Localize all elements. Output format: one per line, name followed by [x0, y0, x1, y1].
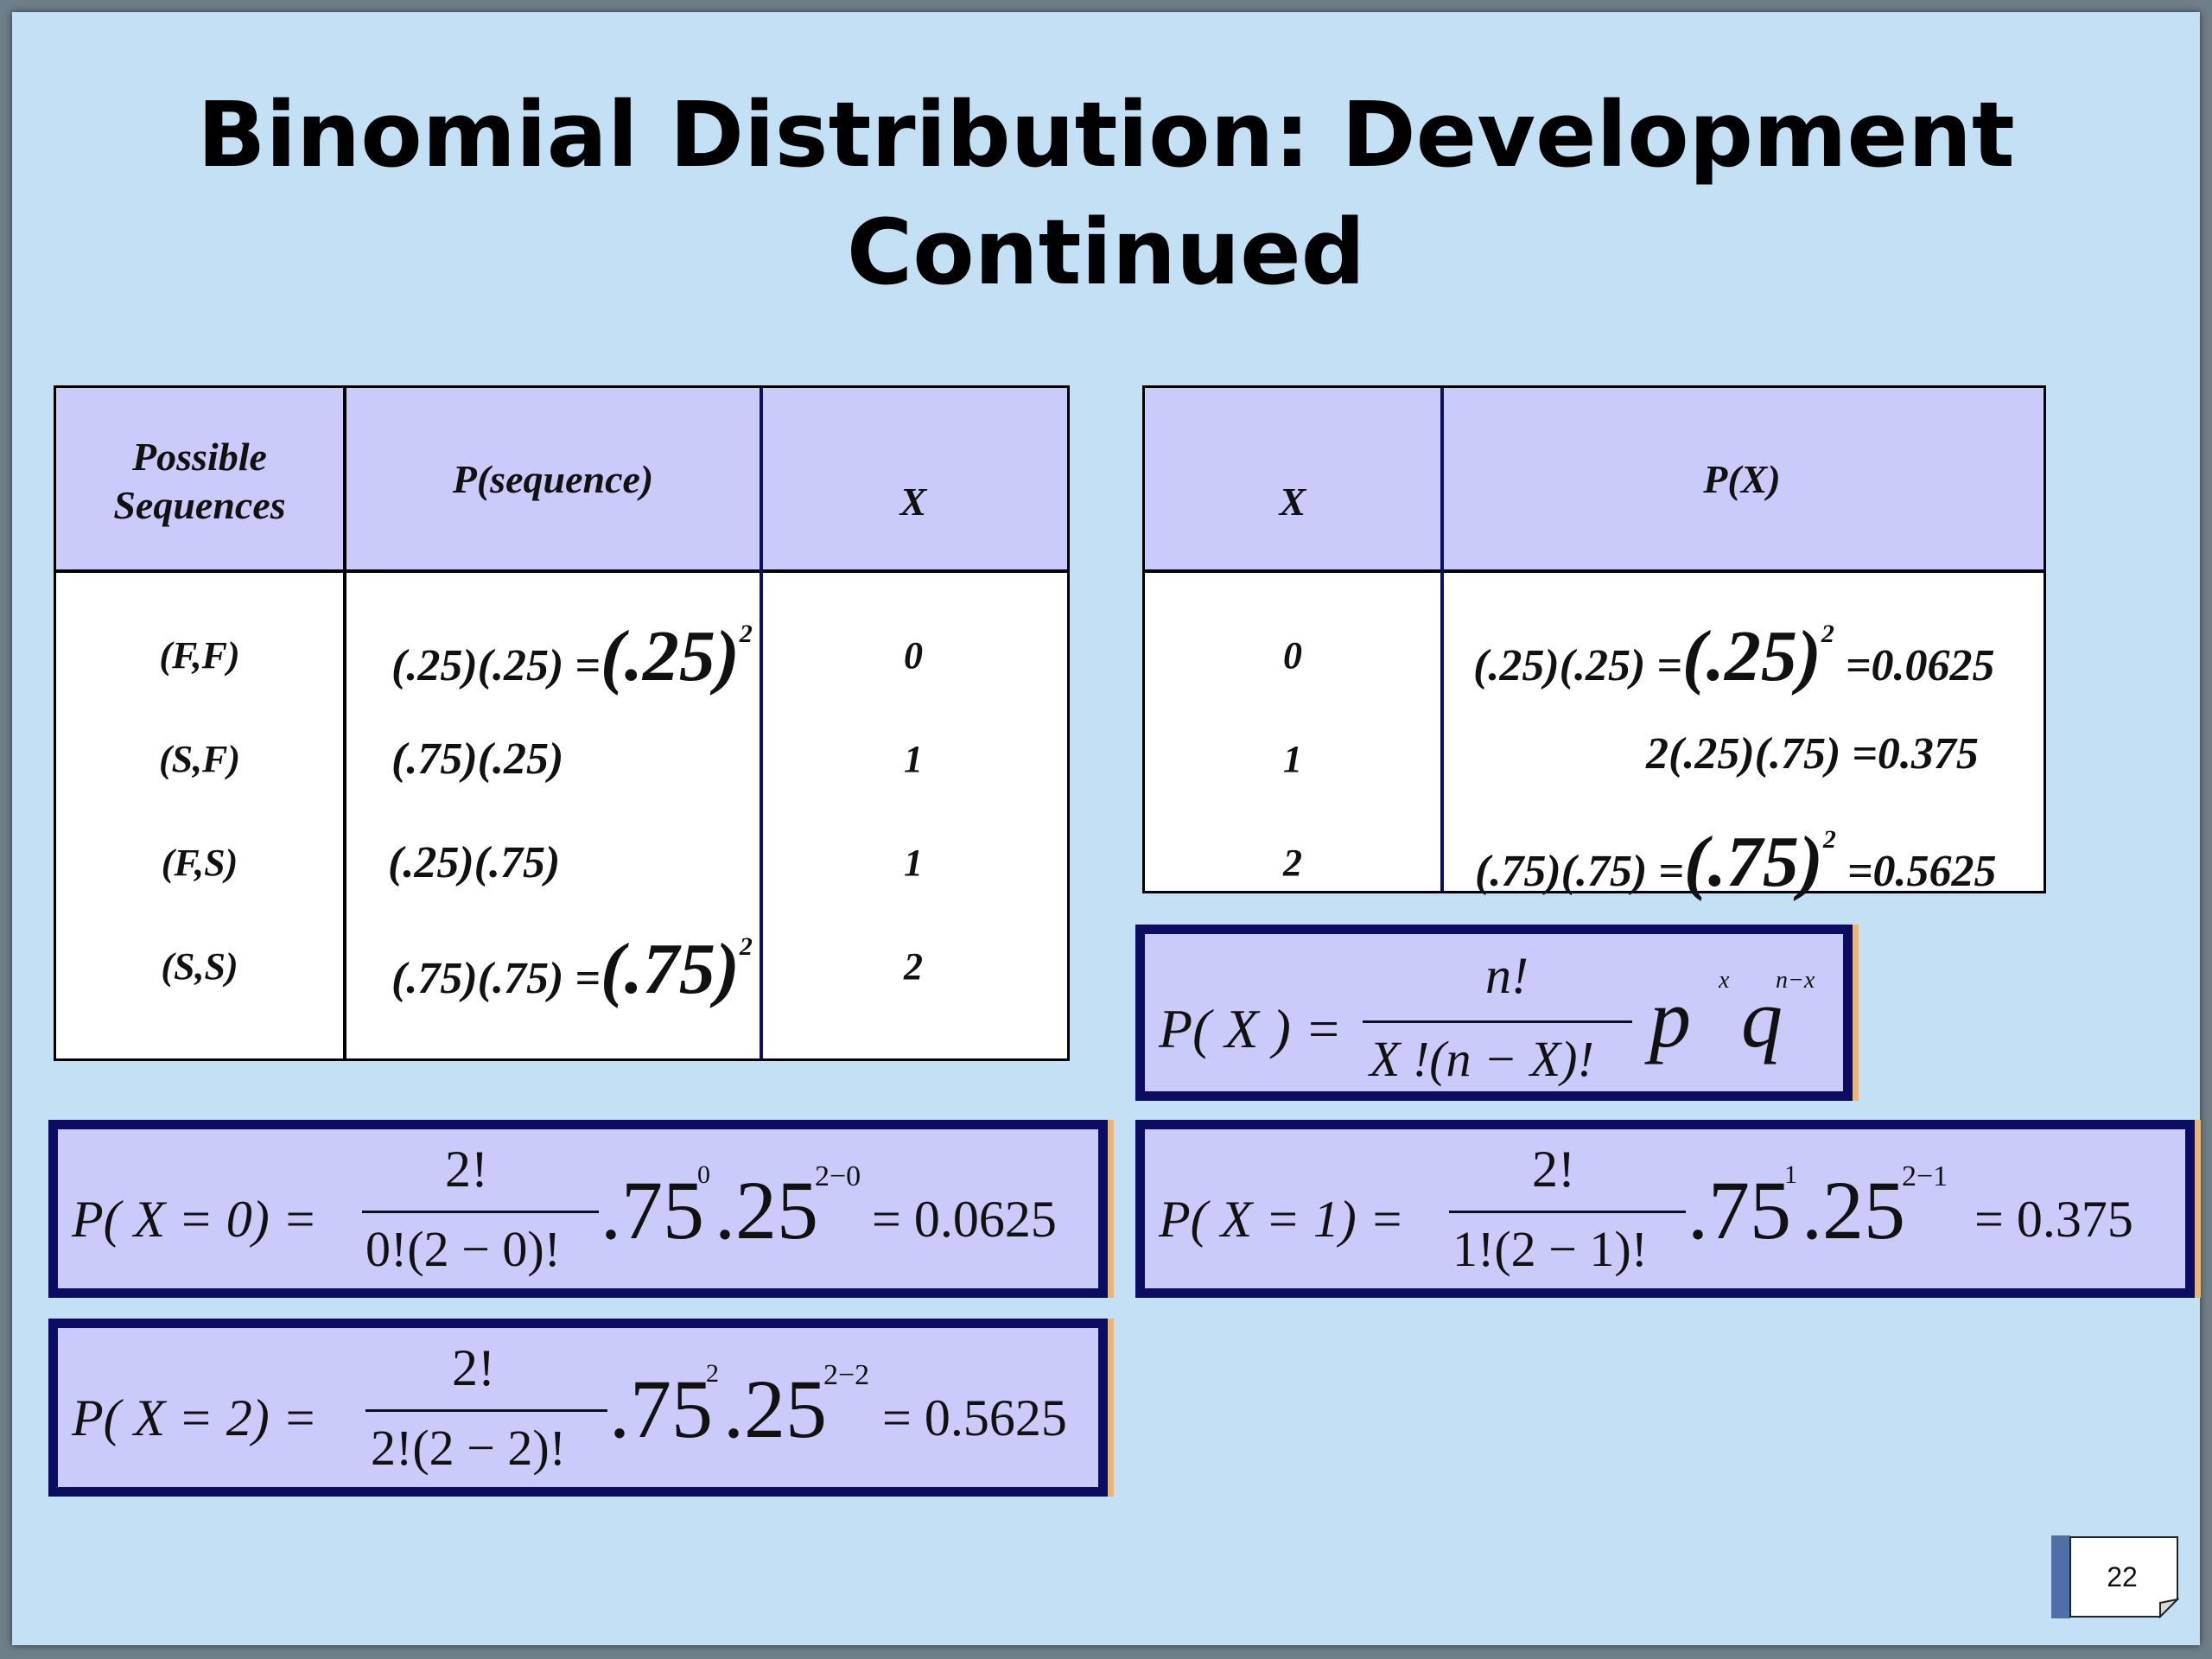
px-table-header: [1145, 388, 2044, 573]
formula-lhs: P( X = 0) =: [72, 1191, 318, 1248]
formula-q: q: [1741, 972, 1783, 1065]
fraction-bar: [1449, 1211, 1686, 1213]
formula-numerator: 2!: [445, 1141, 488, 1198]
formula-exponent: 2−1: [1902, 1160, 1948, 1192]
formula-base: .75: [601, 1164, 704, 1256]
x-cell: 2: [1283, 842, 1302, 884]
page-number: 22: [2107, 1561, 2138, 1592]
formula-lhs: P( X = 1) =: [1159, 1191, 1405, 1248]
fraction-bar: [1363, 1020, 1632, 1023]
header-p-sequence: P(sequence): [452, 457, 654, 501]
formula-box-x0: P( X = 0) = 2! 0!(2 − 0)! .75 0 .25 2−0 …: [48, 1120, 1108, 1298]
x-cell: 1: [904, 842, 923, 884]
formula-lhs: P( X ) =: [1159, 998, 1342, 1059]
formula-result: = 0.375: [1974, 1191, 2133, 1248]
formula-numerator: 2!: [1532, 1141, 1575, 1198]
column-divider: [1440, 388, 1444, 891]
formula-q-exponent: n−x: [1776, 967, 1815, 994]
formula-denominator: 1!(2 − 1)!: [1452, 1221, 1648, 1277]
fraction-bar: [365, 1409, 607, 1412]
formula-denominator: X !(n − X)!: [1370, 1031, 1594, 1087]
column-divider: [760, 388, 763, 1058]
formula-exponent: 2−2: [823, 1359, 870, 1391]
formula-base: .25: [723, 1363, 827, 1455]
page-curl-icon: [2051, 1535, 2181, 1619]
formula-exponent: 0: [697, 1160, 710, 1189]
page-number-badge: 22: [2051, 1535, 2181, 1619]
slide-title-line2: Continued: [846, 200, 1366, 305]
sequence-cell: (S,S): [161, 945, 238, 988]
sequence-table: Possible Sequences P(sequence) X (F,F) (…: [54, 385, 1070, 1061]
slide-title-line1: Binomial Distribution: Development: [197, 82, 2015, 188]
formula-base: .25: [715, 1164, 818, 1256]
px-cell: (.25)(.25) =(.25)2 =0.0625: [1473, 616, 1995, 696]
formula-denominator: 2!(2 − 2)!: [371, 1420, 566, 1476]
header-x: X: [899, 480, 927, 524]
x-cell: 1: [1283, 738, 1302, 780]
formula-numerator: 2!: [452, 1339, 495, 1396]
formula-result: = 0.5625: [882, 1389, 1067, 1446]
formula-exponent: 1: [1784, 1160, 1797, 1189]
formula-exponent: 2: [706, 1359, 719, 1388]
general-formula-box: P( X ) = n! X !(n − X)! p x q n−x: [1135, 925, 1853, 1101]
header-x: X: [1279, 480, 1306, 524]
formula-base: .25: [1802, 1164, 1905, 1256]
fraction-bar: [362, 1211, 599, 1213]
formula-result: = 0.0625: [872, 1191, 1057, 1248]
slide: Binomial Distribution: Development Conti…: [12, 12, 2200, 1645]
formula-box-x1: P( X = 1) = 2! 1!(2 − 1)! .75 1 .25 2−1 …: [1135, 1120, 2195, 1298]
sequence-cell: (F,S): [161, 842, 238, 884]
formula-denominator: 0!(2 − 0)!: [365, 1221, 561, 1277]
x-cell: 0: [1283, 634, 1302, 677]
header-possible-sequences: Possible Sequences: [113, 435, 286, 527]
formula-base: .75: [609, 1363, 713, 1455]
sequence-cell: (S,F): [158, 738, 241, 780]
formula-p: p: [1649, 972, 1691, 1065]
header-px: P(X): [1703, 457, 1781, 501]
x-cell: 2: [904, 945, 923, 988]
px-cell: 2(.25)(.75) =0.375: [1646, 729, 1979, 779]
sequence-table-header: [56, 388, 1067, 573]
formula-exponent: 2−0: [815, 1160, 861, 1192]
px-cell: (.75)(.75) =(.75)2 =0.5625: [1475, 822, 1997, 902]
formula-numerator: n!: [1485, 947, 1529, 1004]
p-sequence-cell: (.25)(.25) =(.25)2: [391, 616, 753, 696]
sequence-cell: (F,F): [159, 634, 240, 677]
formula-p-exponent: x: [1719, 967, 1730, 994]
formula-lhs: P( X = 2) =: [72, 1389, 318, 1446]
x-cell: 1: [904, 738, 923, 780]
p-sequence-cell: (.25)(.75): [388, 838, 561, 887]
px-table: X P(X) 0 1 2 (.25)(.25) =(.25)2 =0.0625 …: [1142, 385, 2046, 902]
p-sequence-cell: (.75)(.75) =(.75)2: [391, 929, 753, 1009]
column-divider: [343, 388, 346, 1058]
formula-base: .75: [1688, 1164, 1791, 1256]
x-cell: 0: [904, 634, 923, 677]
p-sequence-cell: (.75)(.25): [391, 734, 564, 784]
formula-box-x2: P( X = 2) = 2! 2!(2 − 2)! .75 2 .25 2−2 …: [48, 1319, 1108, 1497]
